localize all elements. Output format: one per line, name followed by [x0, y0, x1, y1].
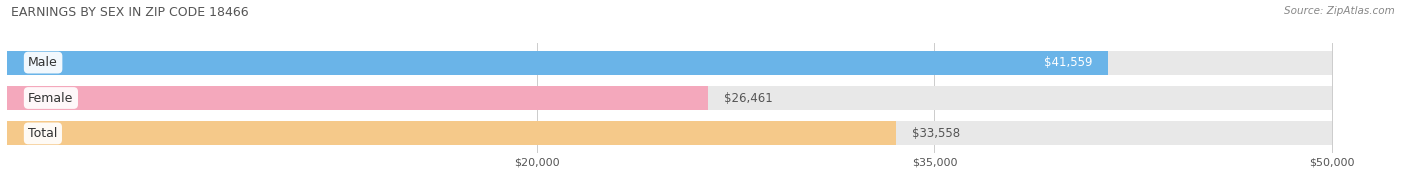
Text: Source: ZipAtlas.com: Source: ZipAtlas.com	[1284, 6, 1395, 16]
Bar	[7, 121, 1331, 145]
Text: $33,558: $33,558	[912, 127, 960, 140]
Text: $26,461: $26,461	[724, 92, 773, 104]
Text: $41,559: $41,559	[1043, 56, 1092, 69]
Text: Male: Male	[28, 56, 58, 69]
Bar	[7, 51, 1108, 75]
Bar	[7, 86, 709, 110]
Text: Total: Total	[28, 127, 58, 140]
Bar	[7, 121, 896, 145]
Bar	[7, 51, 1331, 75]
Bar	[7, 86, 1331, 110]
Text: EARNINGS BY SEX IN ZIP CODE 18466: EARNINGS BY SEX IN ZIP CODE 18466	[11, 6, 249, 19]
Text: Female: Female	[28, 92, 73, 104]
